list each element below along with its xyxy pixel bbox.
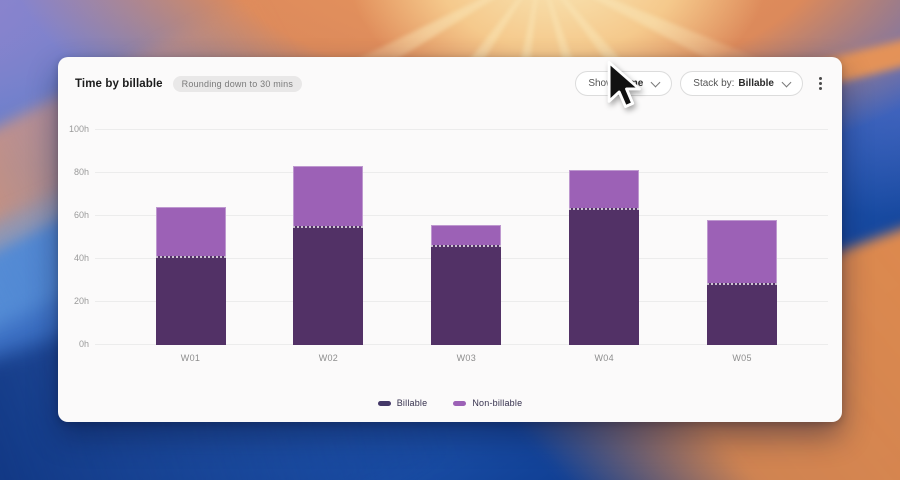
bar-W05-billable-segment[interactable] — [707, 282, 778, 345]
bar-W03-billable-segment[interactable] — [431, 245, 502, 345]
y-tick-label: 20h — [73, 296, 89, 306]
y-tick-label: 80h — [73, 167, 89, 177]
legend-item-billable[interactable]: Billable — [377, 398, 428, 408]
x-tick-label: W02 — [318, 353, 339, 363]
stack-by-dropdown-value: Billable — [738, 78, 774, 89]
rounding-badge: Rounding down to 30 mins — [172, 76, 303, 92]
x-tick-label: W03 — [456, 353, 476, 363]
bar-W04-billable-segment[interactable] — [569, 208, 640, 345]
bar-W03-nonbillable-segment[interactable] — [431, 224, 502, 246]
chevron-down-icon — [650, 77, 661, 87]
chevron-down-icon — [781, 77, 792, 87]
kebab-menu-button[interactable] — [811, 71, 829, 96]
x-tick-label: W04 — [594, 353, 614, 363]
legend-swatch — [377, 400, 391, 406]
bar-W01 — [155, 207, 226, 345]
bar-W02-billable-segment[interactable] — [293, 225, 364, 345]
panel-title: Time by billable — [75, 78, 163, 90]
panel-header: Time by billable Rounding down to 30 min… — [75, 76, 303, 92]
y-tick-label: 40h — [73, 253, 89, 263]
y-axis-labels: 0h 20h 40h 60h 80h 100h — [58, 124, 89, 349]
bar-W04 — [569, 169, 640, 345]
legend-label: Billable — [396, 398, 428, 408]
gridline — [95, 215, 828, 216]
bar-W01-nonbillable-segment[interactable] — [155, 207, 226, 256]
mouse-cursor-icon — [607, 61, 641, 108]
bar-W05-nonbillable-segment[interactable] — [707, 220, 778, 283]
bar-W01-billable-segment[interactable] — [155, 255, 226, 345]
bar-W02 — [293, 165, 364, 345]
show-dropdown-label: Show: — [588, 78, 617, 89]
plot-area: W01 W02 W03 W04 W05 — [95, 129, 828, 363]
toolbar: Show: Time Stack by: Billable — [575, 71, 829, 96]
bar-W05 — [707, 220, 778, 345]
chart-legend: Billable Non-billable — [58, 398, 842, 408]
legend-swatch — [453, 400, 467, 406]
y-tick-label: 100h — [68, 124, 89, 134]
bar-W04-nonbillable-segment[interactable] — [569, 169, 640, 209]
x-tick-label: W05 — [732, 353, 752, 363]
y-tick-label: 60h — [73, 210, 89, 220]
stack-by-dropdown[interactable]: Stack by: Billable — [680, 71, 803, 96]
legend-item-non-billable[interactable]: Non-billable — [453, 398, 522, 408]
gridline — [95, 172, 828, 173]
kebab-menu-icon — [818, 77, 822, 80]
legend-label: Non-billable — [472, 398, 523, 408]
x-tick-label: W01 — [180, 353, 201, 363]
bar-W03 — [431, 224, 502, 345]
gridline — [95, 129, 828, 130]
y-tick-label: 0h — [78, 339, 89, 349]
chart-panel: Time by billable Rounding down to 30 min… — [58, 57, 842, 422]
stack-by-dropdown-label: Stack by: — [693, 78, 735, 89]
bar-W02-nonbillable-segment[interactable] — [293, 165, 364, 226]
